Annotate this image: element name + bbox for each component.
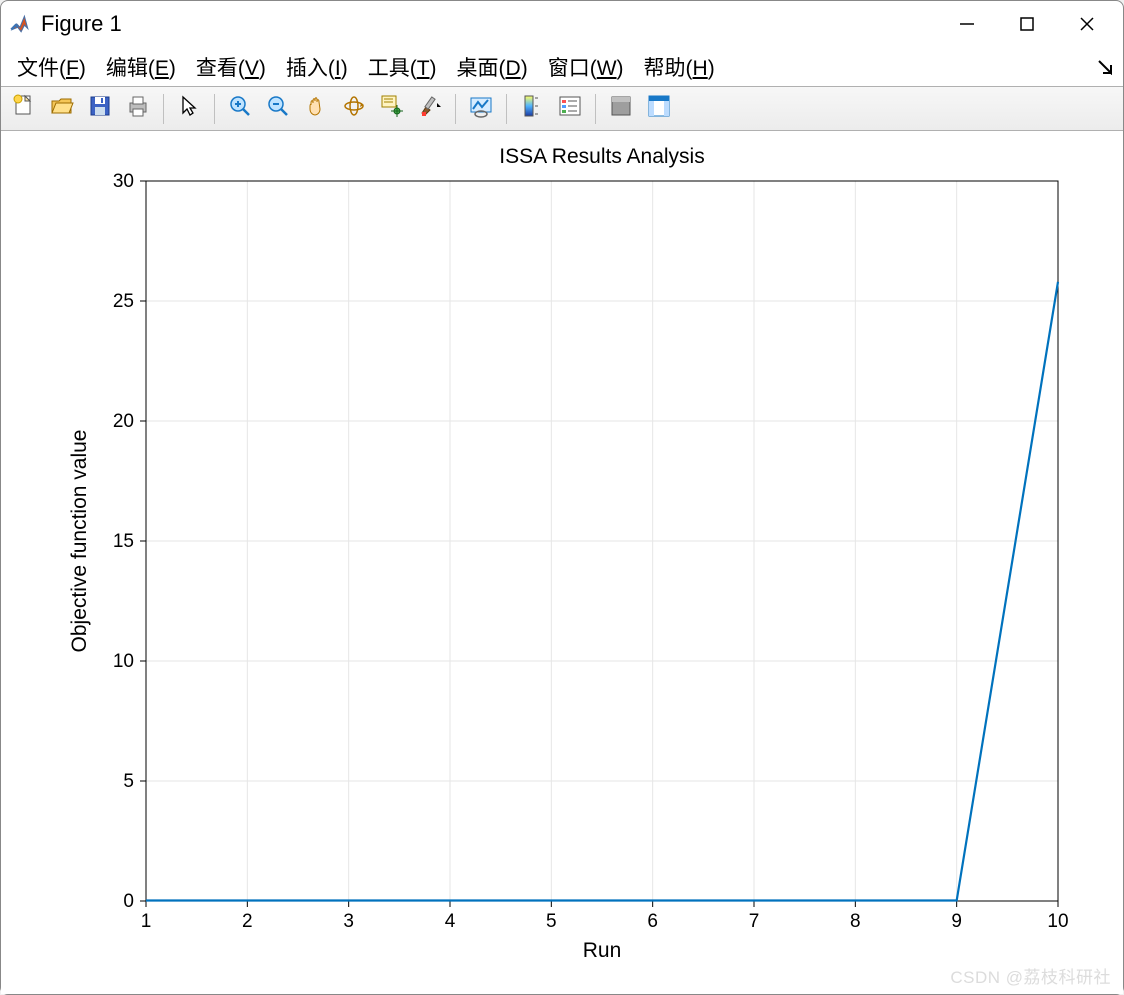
chart: 1 2 3 4 5 6 7 8 9 10 0 5 10 15 20 25 30 ISSA Results Anal… (1, 131, 1123, 991)
pan-button[interactable] (299, 92, 333, 126)
toolbar-separator (163, 94, 164, 124)
menu-i[interactable]: 插入(I) (276, 48, 358, 86)
brush-button[interactable] (413, 92, 447, 126)
menubar: 文件(F)编辑(E)查看(V)插入(I)工具(T)桌面(D)窗口(W)帮助(H) (1, 47, 1123, 87)
minimize-button[interactable] (937, 4, 997, 44)
y-tick-label: 5 (123, 771, 134, 792)
y-tick-label: 15 (113, 531, 134, 552)
x-tick-label: 2 (242, 911, 253, 932)
zoom-in-icon (227, 93, 253, 124)
menu-d[interactable]: 桌面(D) (447, 48, 538, 86)
toolbar (1, 87, 1123, 131)
x-tick-label: 4 (445, 911, 456, 932)
rotate-3d-icon (341, 93, 367, 124)
x-axis-label: Run (583, 939, 622, 962)
data-cursor-button[interactable] (375, 92, 409, 126)
save-icon (87, 93, 113, 124)
zoom-out-button[interactable] (261, 92, 295, 126)
print-icon (125, 93, 151, 124)
legend-button[interactable] (553, 92, 587, 126)
dock-arrow-icon[interactable] (1097, 57, 1113, 81)
save-button[interactable] (83, 92, 117, 126)
menu-v[interactable]: 查看(V) (186, 48, 276, 86)
y-tick-label: 0 (123, 891, 134, 912)
pointer-button[interactable] (172, 92, 206, 126)
menu-w[interactable]: 窗口(W) (538, 48, 634, 86)
figure-area: 1 2 3 4 5 6 7 8 9 10 0 5 10 15 20 25 30 ISSA Results Anal… (1, 131, 1123, 994)
toolbar-separator (506, 94, 507, 124)
y-tick-label: 10 (113, 651, 134, 672)
hide-plot-tools-button[interactable] (604, 92, 638, 126)
maximize-button[interactable] (997, 4, 1057, 44)
show-plot-tools-button[interactable] (642, 92, 676, 126)
y-tick-label: 20 (113, 411, 134, 432)
data-cursor-icon (379, 93, 405, 124)
colorbar-button[interactable] (515, 92, 549, 126)
zoom-out-icon (265, 93, 291, 124)
colorbar-icon (519, 93, 545, 124)
link-plot-icon (468, 93, 494, 124)
open-file-icon (49, 93, 75, 124)
pointer-icon (176, 93, 202, 124)
x-tick-label: 8 (850, 911, 861, 932)
pan-icon (303, 93, 329, 124)
open-file-button[interactable] (45, 92, 79, 126)
y-tick-label: 30 (113, 171, 134, 192)
matlab-icon (9, 13, 31, 35)
menu-t[interactable]: 工具(T) (358, 48, 447, 86)
menu-h[interactable]: 帮助(H) (634, 48, 725, 86)
y-axis-label: Objective function value (68, 430, 91, 653)
x-tick-label: 6 (647, 911, 658, 932)
menu-e[interactable]: 编辑(E) (96, 48, 186, 86)
x-tick-label: 3 (343, 911, 354, 932)
toolbar-separator (595, 94, 596, 124)
rotate-3d-button[interactable] (337, 92, 371, 126)
y-tick-label: 25 (113, 291, 134, 312)
show-plot-tools-icon (646, 93, 672, 124)
brush-icon (417, 93, 443, 124)
x-tick-label: 5 (546, 911, 557, 932)
x-tick-label: 10 (1047, 911, 1068, 932)
new-figure-button[interactable] (7, 92, 41, 126)
titlebar[interactable]: Figure 1 (1, 1, 1123, 47)
x-tick-label: 9 (951, 911, 962, 932)
toolbar-separator (455, 94, 456, 124)
new-figure-icon (11, 93, 37, 124)
link-plot-button[interactable] (464, 92, 498, 126)
menu-f[interactable]: 文件(F) (7, 48, 96, 86)
hide-plot-tools-icon (608, 93, 634, 124)
window-title: Figure 1 (41, 11, 122, 37)
close-button[interactable] (1057, 4, 1117, 44)
print-button[interactable] (121, 92, 155, 126)
x-tick-label: 1 (141, 911, 152, 932)
figure-window: Figure 1 文件(F)编辑(E)查看(V)插入(I)工具(T)桌面(D)窗… (0, 0, 1124, 995)
toolbar-separator (214, 94, 215, 124)
x-tick-label: 7 (749, 911, 760, 932)
chart-title: ISSA Results Analysis (499, 145, 704, 168)
zoom-in-button[interactable] (223, 92, 257, 126)
legend-icon (557, 93, 583, 124)
